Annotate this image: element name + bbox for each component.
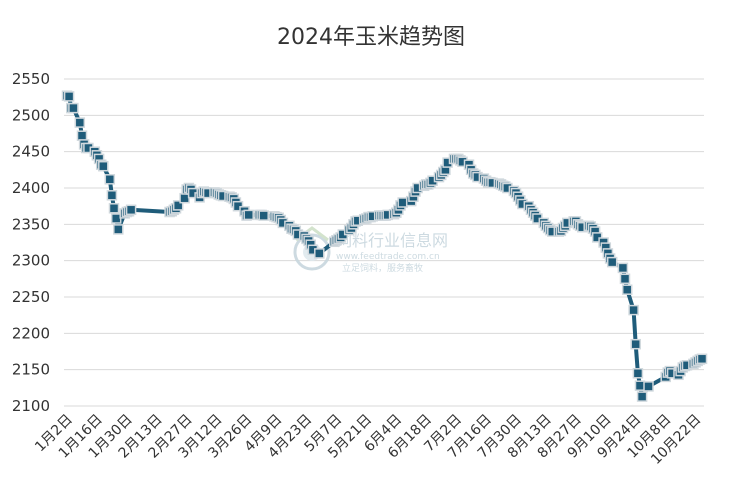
y-tick-label: 2100 — [12, 397, 50, 415]
watermark-url: www.feedtrade.com.cn — [336, 252, 440, 262]
data-point — [63, 91, 75, 102]
x-axis: 1月2日1月16日1月30日2月13日2月27日3月12日3月26日4月9日4月… — [32, 412, 704, 468]
data-point — [619, 273, 631, 285]
y-tick-label: 2550 — [12, 70, 50, 88]
y-tick-label: 2350 — [12, 215, 50, 233]
data-point — [636, 391, 648, 402]
chart-title: 2024年玉米趋势图 — [277, 25, 465, 50]
y-tick-label: 2200 — [12, 324, 50, 342]
data-point — [630, 338, 641, 350]
data-point — [108, 203, 120, 214]
data-point — [179, 192, 190, 204]
y-tick-label: 2450 — [12, 143, 50, 161]
data-point — [110, 213, 122, 224]
data-point — [628, 304, 639, 316]
data-points — [61, 90, 708, 402]
data-point — [243, 209, 254, 221]
grid-layer — [64, 78, 704, 407]
data-point — [113, 224, 124, 235]
data-point — [76, 130, 88, 141]
data-point — [617, 262, 629, 274]
y-tick-label: 2300 — [12, 252, 50, 270]
data-point — [125, 204, 137, 216]
data-point — [258, 210, 269, 221]
data-point — [314, 248, 325, 259]
data-point — [106, 190, 118, 201]
y-tick-label: 2150 — [12, 361, 50, 379]
data-point — [643, 381, 654, 392]
watermark-name: 饲料行业信息网 — [336, 231, 448, 250]
watermark: 饲料行业信息网 www.feedtrade.com.cn 立足饲料，服务畜牧 — [293, 226, 448, 274]
data-point — [104, 174, 116, 185]
data-point — [621, 284, 633, 295]
data-point — [606, 256, 618, 268]
y-tick-label: 2250 — [12, 288, 50, 306]
y-tick-label: 2500 — [12, 106, 50, 124]
data-point — [172, 200, 184, 211]
data-point — [68, 102, 79, 114]
data-point — [696, 353, 708, 365]
watermark-slogan: 立足饲料，服务畜牧 — [342, 262, 423, 274]
data-point — [632, 368, 644, 379]
y-tick-label: 2400 — [12, 179, 50, 197]
data-point — [397, 197, 408, 208]
data-point — [74, 117, 86, 128]
y-axis: 2550 2500 2450 2400 2350 2300 2250 2200 2150 2100 — [12, 70, 50, 415]
data-point — [98, 160, 109, 172]
data-point — [634, 380, 646, 391]
